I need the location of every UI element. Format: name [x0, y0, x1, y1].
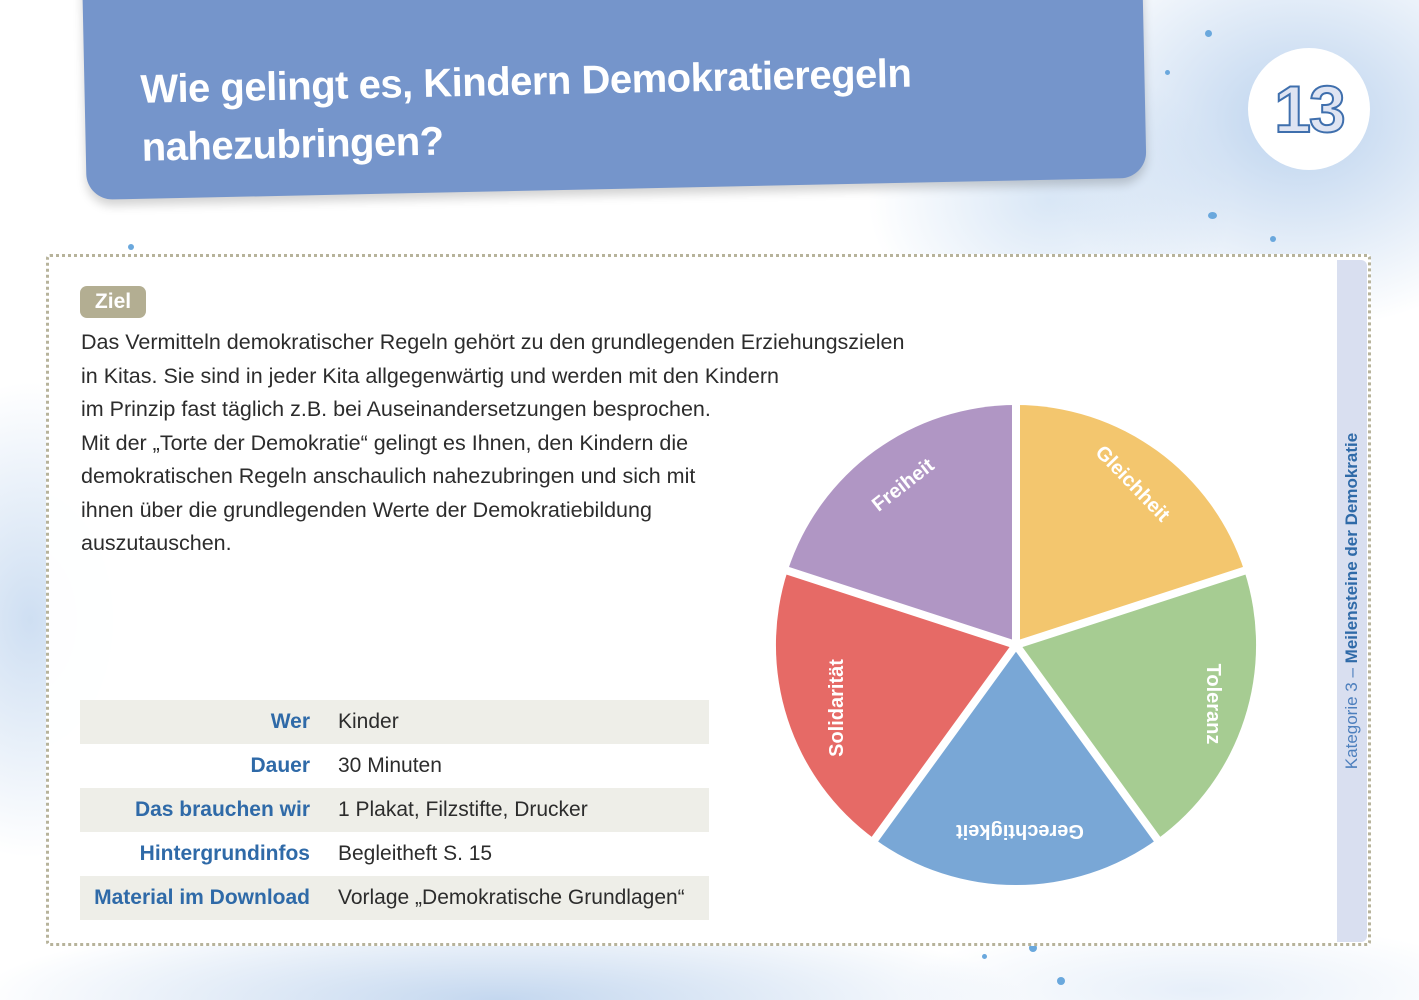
info-value: Vorlage „Demokratische Grundlagen“ — [338, 886, 685, 909]
pie-slices — [775, 404, 1257, 886]
goal-text-line: in Kitas. Sie sind in jeder Kita allgege… — [81, 363, 779, 388]
info-value: 1 Plakat, Filzstifte, Drucker — [338, 798, 588, 821]
goal-badge: Ziel — [80, 286, 146, 318]
info-value: 30 Minuten — [338, 754, 442, 777]
info-label: Das brauchen wir — [134, 798, 310, 821]
paint-splash — [1029, 944, 1037, 952]
page-number: 13 — [1273, 71, 1346, 147]
info-label: Wer — [270, 710, 310, 733]
pie-label-solidaritaet: Solidarität — [826, 659, 848, 757]
paint-splash — [1270, 236, 1276, 242]
info-label: Hintergrundinfos — [139, 842, 310, 865]
info-row-download: Material im Download Vorlage „Demokratis… — [80, 876, 709, 920]
paint-splash — [128, 244, 134, 250]
info-row-dauer: Dauer 30 Minuten — [80, 744, 709, 788]
goal-text-line: demokratischen Regeln anschaulich nahezu… — [81, 464, 696, 488]
pie-slice-freiheit — [787, 404, 1016, 645]
info-row-materials: Das brauchen wir 1 Plakat, Filzstifte, D… — [80, 788, 709, 832]
pie-slice-solidaritaet — [775, 570, 1016, 840]
pie-label-gerechtigkeit: Gerechtigkeit — [956, 820, 1084, 842]
paint-splash — [1165, 70, 1170, 75]
goal-text: Das Vermitteln demokratischer Regeln geh… — [81, 326, 961, 561]
info-value: Begleitheft S. 15 — [338, 842, 493, 865]
paint-splash — [1208, 212, 1217, 219]
goal-text-line: auszutauschen. — [81, 531, 232, 555]
page-number-badge: 13 — [1248, 48, 1370, 170]
goal-text-line: Mit der „Torte der Demokratie“ gelingt e… — [81, 430, 689, 455]
goal-text-line: Das Vermitteln demokratischer Regeln geh… — [81, 330, 905, 354]
category-side-tab: Kategorie 3 – Meilensteine der Demokrati… — [1337, 260, 1367, 942]
info-label: Dauer — [250, 754, 310, 777]
paint-splash — [982, 954, 987, 959]
info-value: Kinder — [338, 710, 399, 733]
info-table: Wer Kinder Dauer 30 Minuten Das brauchen… — [80, 700, 709, 920]
pie-label-toleranz: Toleranz — [1202, 664, 1224, 745]
goal-text-line: ihnen über die grundlegenden Werte der D… — [81, 497, 652, 522]
info-row-background-info: Hintergrundinfos Begleitheft S. 15 — [80, 832, 709, 876]
goal-text-line: im Prinzip fast täglich z.B. bei Auseina… — [81, 397, 711, 421]
info-row-wer: Wer Kinder — [80, 700, 709, 744]
info-label: Material im Download — [94, 886, 310, 909]
pie-slice-gleichheit — [1016, 405, 1245, 645]
paint-splash — [1057, 977, 1065, 985]
pie-separators — [779, 398, 1253, 848]
paint-splash — [1205, 30, 1212, 37]
pie-slice-gerechtigkeit — [874, 645, 1158, 886]
pie-slice-toleranz — [1016, 570, 1257, 840]
